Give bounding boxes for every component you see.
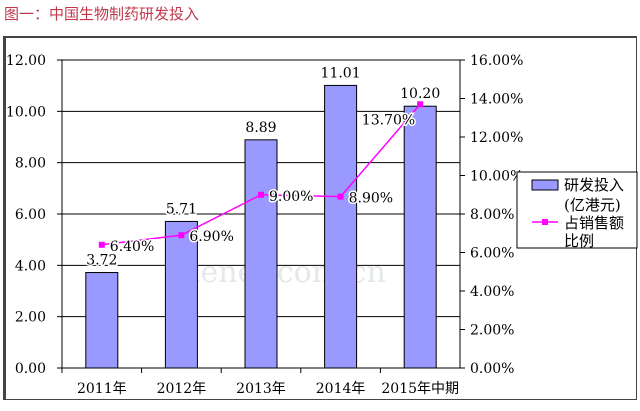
x-tick-label: 2011年: [77, 381, 127, 397]
y-right-tick-label: 6.00%: [470, 246, 514, 262]
chart-title: 图一：中国生物制药研发投入: [4, 5, 200, 23]
line-data-label: 13.70%: [362, 112, 415, 128]
legend-line-marker: [542, 219, 548, 225]
legend-bar-label-2: (亿港元): [564, 196, 621, 214]
line-point: [98, 241, 105, 248]
x-tick-label: 2012年: [157, 381, 207, 397]
line-point: [417, 101, 424, 108]
y-right-tick-label: 0.00%: [470, 361, 514, 377]
y-right-tick-label: 10.00%: [470, 169, 523, 185]
line-point: [178, 232, 185, 239]
y-left-tick-label: 4.00: [15, 258, 46, 274]
y-right-tick-label: 2.00%: [470, 323, 514, 339]
line-point: [258, 191, 264, 198]
legend-line-label-2: 比例: [564, 232, 594, 250]
bar-data-label: 8.89: [245, 120, 276, 136]
bar: [324, 84, 358, 369]
y-left-tick-label: 12.00: [6, 53, 46, 69]
y-right-tick-label: 16.00%: [470, 53, 523, 69]
y-left-tick-label: 2.00: [15, 310, 46, 326]
y-right-tick-label: 4.00%: [470, 284, 514, 300]
bar-data-label: 11.01: [321, 65, 361, 81]
line-data-label: 9.00%: [269, 189, 313, 205]
bar: [85, 272, 119, 369]
bar: [403, 105, 437, 369]
legend-line-label: 占销售额: [564, 214, 624, 232]
y-left-tick-label: 8.00: [15, 156, 46, 172]
line-point: [337, 193, 344, 200]
x-tick-label: 2013年: [236, 381, 286, 397]
y-left-tick-label: 10.00: [6, 104, 46, 120]
y-left-tick-label: 6.00: [15, 207, 46, 223]
y-left-tick-label: 0.00: [15, 361, 46, 377]
line-data-label: 8.90%: [349, 191, 393, 207]
y-right-tick-label: 14.00%: [470, 92, 523, 108]
bar: [244, 139, 278, 369]
legend-bar-swatch: [531, 179, 559, 191]
x-tick-label: 2014年: [316, 381, 366, 397]
bar-data-label: 10.20: [400, 86, 440, 102]
x-tick-label: 2015年中期: [381, 381, 459, 397]
line-data-label: 6.90%: [189, 229, 233, 245]
y-right-tick-label: 12.00%: [470, 130, 523, 146]
y-right-tick-label: 8.00%: [470, 207, 514, 223]
line-data-label: 6.40%: [110, 239, 154, 255]
bar-data-label: 5.71: [166, 201, 197, 217]
bar: [164, 220, 198, 369]
legend-bar-label: 研发投入: [564, 176, 624, 194]
bar-data-label: 3.72: [86, 253, 117, 269]
